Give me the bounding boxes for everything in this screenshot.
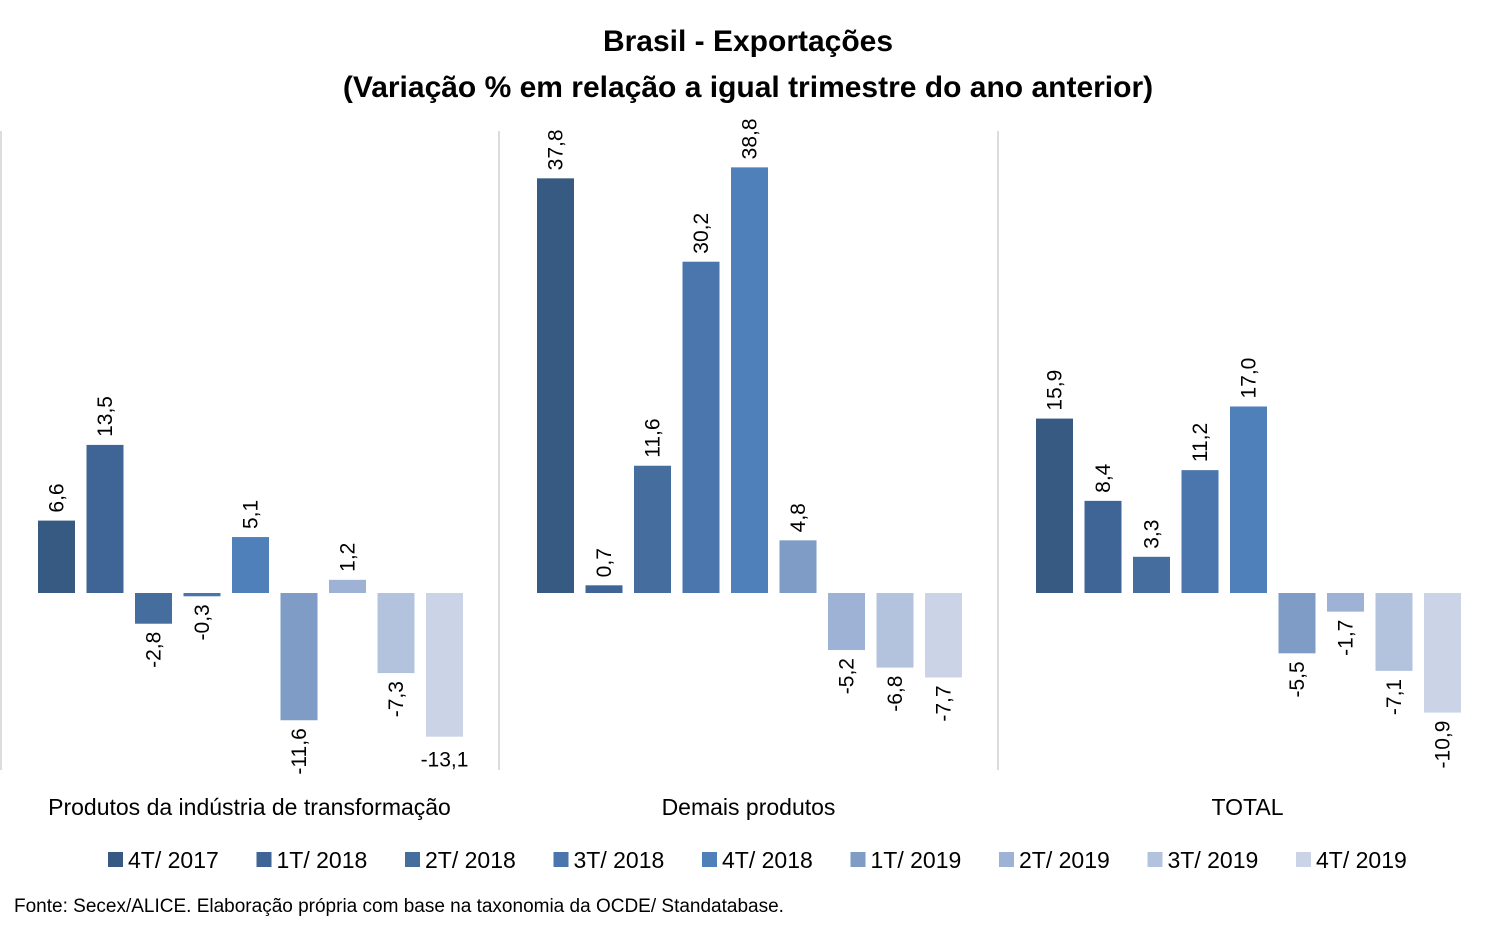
bar xyxy=(537,178,574,594)
data-label: -7,3 xyxy=(385,681,408,717)
chart-title: Brasil - Exportações xyxy=(603,25,893,58)
data-label: 30,2 xyxy=(690,213,713,254)
data-label: 38,8 xyxy=(739,118,762,159)
legend-label: 1T/ 2019 xyxy=(871,847,962,873)
bar xyxy=(1230,406,1267,593)
data-label: -7,7 xyxy=(933,685,956,721)
data-label: -1,7 xyxy=(1335,620,1358,656)
legend-swatch xyxy=(1147,852,1163,867)
bar xyxy=(1375,593,1413,671)
bar xyxy=(1084,500,1122,593)
bar xyxy=(634,465,671,593)
bar xyxy=(1133,556,1170,593)
bar xyxy=(280,593,318,721)
legend-swatch xyxy=(405,852,420,867)
data-label: -5,5 xyxy=(1286,661,1309,697)
data-label: 8,4 xyxy=(1092,463,1115,493)
legend-swatch xyxy=(553,852,569,867)
data-label: 17,0 xyxy=(1238,358,1261,399)
bar xyxy=(682,261,720,593)
data-label: 4,8 xyxy=(787,503,810,532)
bar xyxy=(779,540,817,593)
bar xyxy=(135,593,172,624)
bar xyxy=(86,444,124,593)
data-label: -6,8 xyxy=(884,676,907,712)
bars xyxy=(38,167,1461,737)
bar xyxy=(1036,418,1073,593)
legend: 4T/ 2017 1T/ 2018 2T/ 2018 3T/ 2018 4T/ 2018… xyxy=(108,847,1407,873)
chart-subtitle: (Variação % em relação a igual trimestre… xyxy=(343,71,1153,104)
legend-item: 1T/ 2018 xyxy=(256,847,368,873)
data-label: -13,1 xyxy=(421,749,469,772)
legend-item: 2T/ 2018 xyxy=(405,847,516,873)
legend-item: 3T/ 2019 xyxy=(1147,847,1259,873)
data-label: 11,6 xyxy=(642,418,665,457)
legend-item: 4T/ 2018 xyxy=(702,847,813,873)
bar xyxy=(38,520,75,593)
data-labels: 6,6 13,5 -2,8 -0,3 5,1 -11,6 1,2 -7,3 -13,1 37,8 0… xyxy=(46,118,1455,774)
data-label: -7,1 xyxy=(1383,679,1406,715)
bar xyxy=(731,167,768,593)
legend-label: 2T/ 2019 xyxy=(1019,847,1110,873)
bar xyxy=(1327,593,1364,612)
data-label: -10,9 xyxy=(1432,721,1455,769)
legend-label: 3T/ 2018 xyxy=(574,847,665,873)
legend-swatch xyxy=(702,852,717,867)
legend-swatch xyxy=(256,852,272,867)
legend-swatch xyxy=(999,852,1014,867)
legend-label: 1T/ 2018 xyxy=(277,847,368,873)
bar xyxy=(876,593,914,668)
bar xyxy=(329,579,366,593)
data-label: 5,1 xyxy=(240,500,263,529)
legend-item: 1T/ 2019 xyxy=(850,847,962,873)
bar xyxy=(1278,593,1316,654)
bar xyxy=(183,593,221,597)
bar xyxy=(1181,470,1219,593)
legend-label: 4T/ 2019 xyxy=(1316,847,1407,873)
legend-item: 2T/ 2019 xyxy=(999,847,1110,873)
data-label: 13,5 xyxy=(94,396,117,437)
data-label: -11,6 xyxy=(288,728,311,774)
bar xyxy=(1424,593,1461,713)
category-label: Demais produtos xyxy=(662,794,836,820)
group-separators xyxy=(0,131,999,770)
data-label: 11,2 xyxy=(1189,423,1212,462)
legend-label: 3T/ 2019 xyxy=(1168,847,1259,873)
data-label: 0,7 xyxy=(593,548,616,577)
legend-swatch xyxy=(1296,852,1311,867)
data-label: -0,3 xyxy=(191,604,214,640)
category-label: TOTAL xyxy=(1212,794,1284,820)
bar xyxy=(377,593,415,674)
data-label: -2,8 xyxy=(143,632,166,668)
legend-label: 4T/ 2018 xyxy=(722,847,813,873)
bar xyxy=(925,593,962,678)
legend-label: 4T/ 2017 xyxy=(128,847,219,873)
data-label: 6,6 xyxy=(46,483,69,512)
legend-swatch xyxy=(850,852,866,867)
category-labels: Produtos da indústria de transformação De… xyxy=(48,794,1284,820)
legend-item: 4T/ 2017 xyxy=(108,847,219,873)
source-note: Fonte: Secex/ALICE. Elaboração própria c… xyxy=(14,896,784,917)
legend-swatch xyxy=(108,852,123,867)
data-label: 37,8 xyxy=(545,129,568,170)
legend-item: 3T/ 2018 xyxy=(553,847,665,873)
data-label: -5,2 xyxy=(836,658,859,694)
bar xyxy=(426,593,463,737)
legend-label: 2T/ 2018 xyxy=(425,847,516,873)
data-label: 15,9 xyxy=(1044,370,1067,411)
data-label: 1,2 xyxy=(337,543,360,572)
bar xyxy=(585,585,623,593)
bar xyxy=(828,593,865,651)
category-label: Produtos da indústria de transformação xyxy=(48,794,451,820)
data-label: 3,3 xyxy=(1141,520,1164,549)
bar xyxy=(232,537,269,593)
legend-item: 4T/ 2019 xyxy=(1296,847,1407,873)
